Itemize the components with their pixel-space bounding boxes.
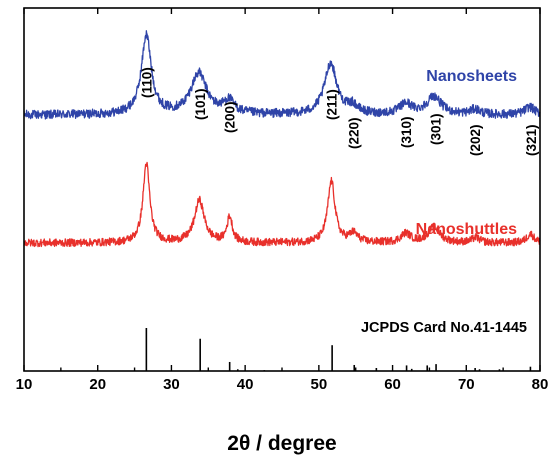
peak-label: (321): [524, 124, 539, 156]
reference-lines: [145, 328, 532, 371]
trace-nanosheets: [23, 30, 541, 120]
x-tick-label: 80: [532, 376, 549, 393]
peak-label: (101): [193, 88, 208, 120]
peak-label: (200): [223, 101, 238, 133]
series-label-nanoshuttles: Nanoshuttles: [416, 221, 517, 238]
traces: [23, 30, 541, 248]
reference-card-label: JCPDS Card No.41-1445: [361, 320, 527, 336]
peak-label: (301): [428, 113, 443, 145]
x-tick-label: 40: [237, 376, 254, 393]
peak-label: (110): [139, 67, 154, 98]
x-tick-label: 60: [384, 376, 401, 393]
x-axis-title: 2θ / degree: [227, 432, 336, 455]
x-tick-label: 70: [458, 376, 475, 393]
x-tick-label: 30: [163, 376, 180, 393]
peak-labels: (110) (101) (200) (211) (220) (310) (301) (202)…: [139, 67, 539, 156]
series-label-nanosheets: Nanosheets: [426, 68, 517, 85]
plot-frame: [23, 7, 541, 372]
peak-label: (211): [324, 89, 339, 120]
trace-nanoshuttles: [23, 161, 541, 248]
x-tick-label: 50: [311, 376, 328, 393]
peak-label: (220): [347, 117, 362, 149]
x-tick-label: 20: [89, 376, 106, 393]
x-tick-label: 10: [16, 376, 33, 393]
peak-label: (202): [468, 124, 483, 156]
peak-label: (310): [399, 116, 414, 148]
